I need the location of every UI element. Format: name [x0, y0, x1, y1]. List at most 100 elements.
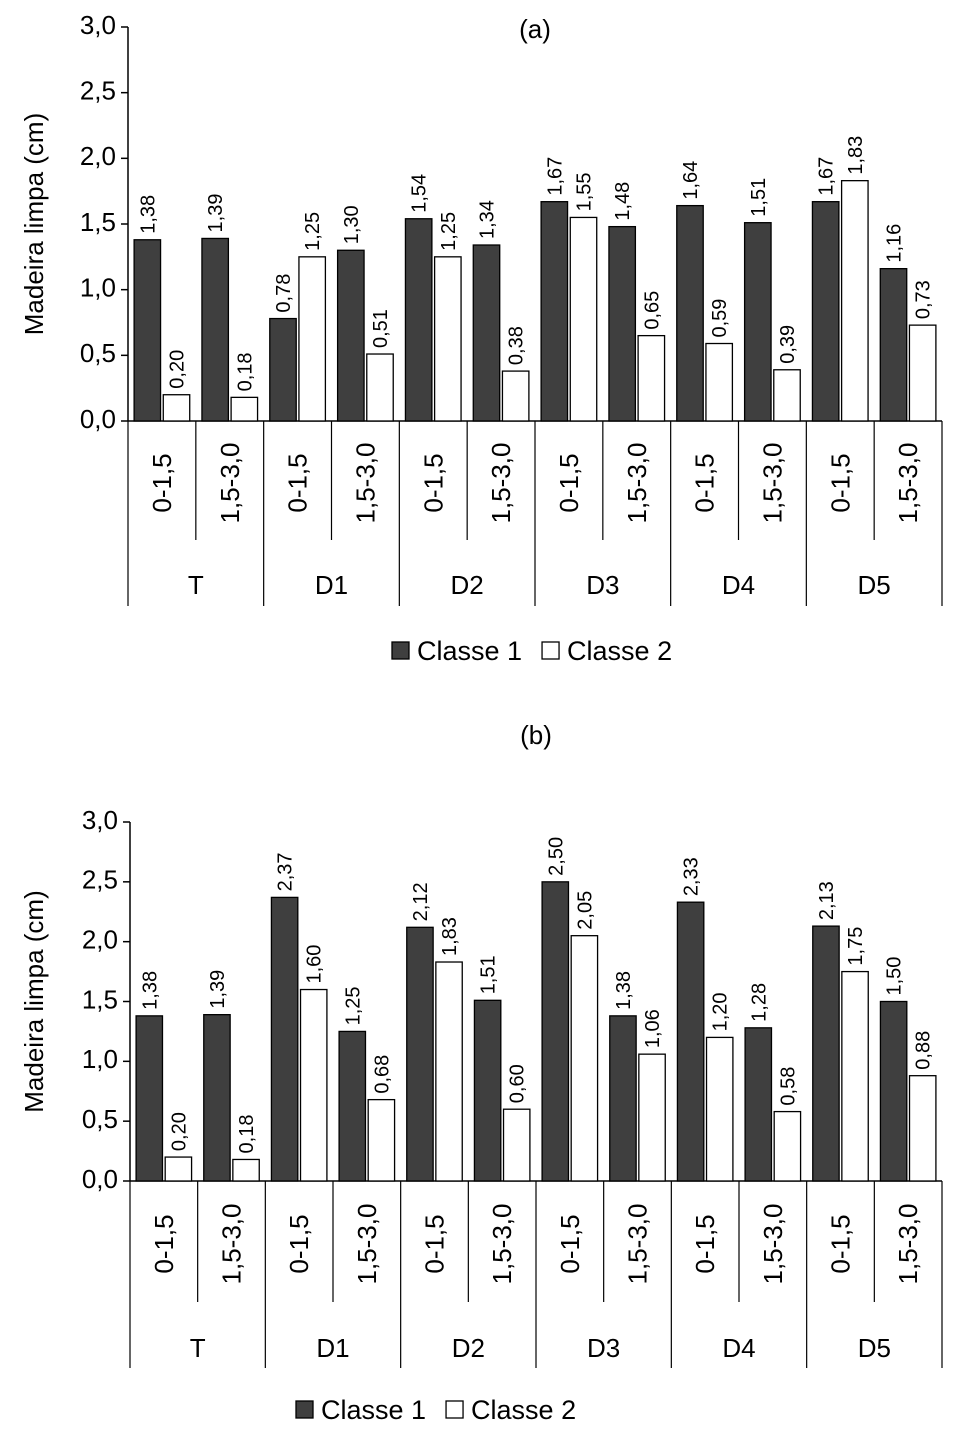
bar-value-label: 1,38: [613, 971, 635, 1010]
x-subcategory-label: 0-1,5: [418, 453, 448, 512]
y-axis-label: Madeira limpa (cm): [19, 890, 49, 1113]
bar-classe-1: [336, 249, 365, 422]
x-group-label: D1: [315, 570, 348, 600]
bar-value-label: 1,34: [476, 200, 498, 239]
bar-value-label: 1,51: [478, 955, 500, 994]
bar-value-label: 0,20: [167, 350, 189, 389]
bar-value-label: 0,60: [507, 1064, 529, 1103]
bar-value-label: 2,13: [816, 881, 838, 920]
bar-value-label: 0,65: [641, 291, 663, 330]
bar-classe-1: [811, 201, 840, 422]
bar-classe-2: [501, 370, 530, 422]
x-subcategory-label: 0-1,5: [149, 1214, 179, 1273]
bar-value-label: 1,20: [710, 992, 732, 1031]
bar-classe-2: [299, 988, 328, 1182]
x-subcategory-label: 1,5-3,0: [622, 443, 652, 524]
legend-label: Classe 2: [471, 1395, 576, 1425]
bar-classe-1: [404, 218, 433, 422]
legend-label: Classe 2: [567, 636, 672, 666]
bar-classe-2: [705, 342, 734, 422]
x-subcategory-label: 0-1,5: [555, 1214, 585, 1273]
y-tick-label: 1,5: [82, 984, 118, 1014]
x-subcategory-label: 0-1,5: [825, 453, 855, 512]
bar-classe-1: [540, 201, 569, 422]
bar-value-label: 0,18: [234, 352, 256, 391]
bar-value-label: 1,30: [341, 205, 363, 244]
bar-classe-1: [133, 239, 162, 422]
bar-value-label: 1,67: [816, 157, 838, 196]
x-subcategory-label: 0-1,5: [283, 453, 313, 512]
bar-classe-1: [744, 1027, 773, 1182]
bar-value-label: 2,05: [574, 891, 596, 930]
bar-value-label: 2,37: [275, 852, 297, 891]
x-subcategory-label: 1,5-3,0: [893, 1204, 923, 1285]
x-subcategory-label: 0-1,5: [147, 453, 177, 512]
legend-swatch-classe-1: [391, 641, 410, 660]
bar-classe-2: [230, 396, 259, 422]
y-axis-label: Madeira limpa (cm): [19, 113, 49, 336]
x-group-label: D4: [722, 1333, 755, 1363]
y-tick-label: 1,0: [82, 1044, 118, 1074]
x-group-label: T: [190, 1333, 206, 1363]
legend-swatch-classe-2: [541, 641, 560, 660]
y-tick-label: 1,5: [80, 207, 116, 237]
x-subcategory-label: 0-1,5: [690, 1214, 720, 1273]
bar-value-label: 1,38: [139, 971, 161, 1010]
bar-classe-2: [367, 1098, 396, 1182]
bar-value-label: 1,67: [544, 157, 566, 196]
bar-value-label: 1,48: [612, 182, 634, 221]
legend-swatch-classe-2: [445, 1400, 464, 1419]
legend-swatch-classe-1: [295, 1400, 314, 1419]
bar-classe-2: [908, 1075, 937, 1182]
bar-value-label: 1,55: [574, 172, 596, 211]
bar-value-label: 0,58: [777, 1067, 799, 1106]
bar-classe-1: [879, 1000, 908, 1182]
bar-value-label: 0,73: [913, 280, 935, 319]
x-group-label: T: [188, 570, 204, 600]
bar-classe-2: [502, 1108, 531, 1182]
x-subcategory-label: 0-1,5: [690, 453, 720, 512]
bar-value-label: 0,39: [777, 325, 799, 364]
x-subcategory-label: 1,5-3,0: [217, 1204, 247, 1285]
x-subcategory-label: 1,5-3,0: [487, 1204, 517, 1285]
bar-value-label: 2,33: [681, 857, 703, 896]
y-tick-label: 0,5: [80, 338, 116, 368]
x-subcategory-label: 0-1,5: [826, 1214, 856, 1273]
y-tick-label: 2,5: [82, 865, 118, 895]
x-subcategory-label: 1,5-3,0: [350, 443, 380, 524]
bar-value-label: 1,06: [642, 1009, 664, 1048]
x-group-label: D4: [722, 570, 755, 600]
bar-classe-1: [676, 204, 704, 422]
bar-value-label: 1,60: [304, 945, 326, 984]
bar-value-label: 0,88: [913, 1031, 935, 1070]
bar-value-label: 1,28: [748, 983, 770, 1022]
y-tick-label: 1,0: [80, 273, 116, 303]
bar-value-label: 1,39: [207, 970, 229, 1009]
bar-value-label: 1,54: [409, 174, 431, 213]
bar-classe-1: [608, 225, 637, 422]
bar-classe-1: [609, 1015, 637, 1182]
bar-classe-1: [269, 317, 297, 422]
bar-value-label: 0,18: [236, 1115, 258, 1154]
y-tick-label: 3,0: [80, 10, 116, 40]
panel-title: (a): [519, 14, 551, 44]
y-tick-label: 2,5: [80, 76, 116, 106]
bar-classe-2: [638, 1053, 666, 1182]
bar-classe-2: [908, 324, 937, 422]
bar-classe-2: [298, 256, 327, 422]
x-group-label: D2: [451, 570, 484, 600]
bar-classe-1: [472, 244, 501, 422]
bar-classe-2: [570, 935, 599, 1182]
y-tick-label: 2,0: [80, 141, 116, 171]
bar-value-label: 1,25: [342, 986, 364, 1025]
bar-classe-2: [841, 970, 869, 1182]
x-group-label: D1: [316, 1333, 349, 1363]
bar-classe-1: [338, 1030, 367, 1182]
bar-value-label: 1,64: [680, 161, 702, 200]
bar-value-label: 1,50: [884, 957, 906, 996]
bar-value-label: 1,51: [748, 178, 770, 217]
bar-value-label: 0,20: [168, 1112, 190, 1151]
bar-classe-2: [366, 353, 394, 422]
bar-value-label: 1,39: [205, 194, 227, 233]
